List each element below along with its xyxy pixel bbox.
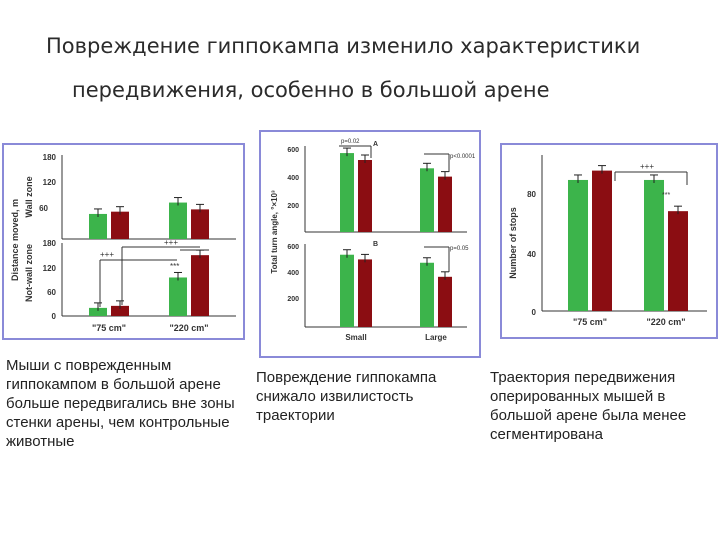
turn-angle-ylabel: Total turn angle, °×10³ xyxy=(270,190,279,274)
wall-bar-green-0 xyxy=(89,213,107,239)
panel-a-p-large: p<0.0001 xyxy=(450,154,476,160)
turn-angle-chart: Total turn angle, °×10³ 200 400 600 200 … xyxy=(270,139,476,342)
stops-category-220: "220 cm" xyxy=(646,317,685,327)
stops-bar-red-1 xyxy=(668,211,688,311)
stops-bar-green-1 xyxy=(644,179,664,311)
panel-a-tick-400: 400 xyxy=(287,175,299,182)
notwall-bar-green-0 xyxy=(89,307,107,316)
turn-category-large: Large xyxy=(425,333,447,342)
notwall-plus-annotation-top: +++ xyxy=(164,238,178,247)
notwall-tick-120: 120 xyxy=(43,264,57,273)
notwall-bar-red-1 xyxy=(191,255,209,316)
stops-tick-80: 80 xyxy=(527,190,536,199)
panel-a-p-small: p=0.02 xyxy=(341,139,360,145)
panel-a-bar-red-0 xyxy=(358,160,372,232)
stops-plus-annotation: +++ xyxy=(640,162,654,171)
wall-bar-red-0 xyxy=(111,211,129,239)
panel-b-label: B xyxy=(373,241,378,248)
slide-title-line2: передвижения, особенно в большой арене xyxy=(72,78,550,102)
panel-a-tick-200: 200 xyxy=(287,203,299,210)
notwall-star-annotation: *** xyxy=(170,262,179,271)
panel-a-label: A xyxy=(373,141,378,148)
stops-bar-green-0 xyxy=(568,179,588,311)
stops-chart-frame: Number of stops 0 40 80 +++ *** "75 cm" … xyxy=(500,143,718,339)
caption-left: Мыши с поврежденным гиппокампом в большо… xyxy=(6,357,235,450)
panel-a-bar-green-1 xyxy=(420,168,434,232)
wall-zone-label: Wall zone xyxy=(24,176,34,217)
stops-ylabel: Number of stops xyxy=(508,207,518,279)
panel-a-bar-green-0 xyxy=(340,153,354,232)
wall-tick-120: 120 xyxy=(43,178,57,187)
distance-category-220: "220 cm" xyxy=(169,323,208,333)
notwall-bar-red-0 xyxy=(111,305,129,316)
notwall-tick-60: 60 xyxy=(47,288,56,297)
not-wall-zone-label: Not-wall zone xyxy=(24,244,34,302)
distance-chart: Distance moved, m Wall zone Not-wall zon… xyxy=(10,153,236,333)
panel-a-bar-red-1 xyxy=(438,176,452,232)
panel-b-tick-400: 400 xyxy=(287,270,299,277)
notwall-tick-180: 180 xyxy=(43,239,57,248)
notwall-bar-green-1 xyxy=(169,277,187,316)
panel-b-bar-green-1 xyxy=(420,262,434,327)
stops-star-annotation: *** xyxy=(662,192,670,199)
wall-tick-180: 180 xyxy=(43,153,57,162)
stops-chart: Number of stops 0 40 80 +++ *** "75 cm" … xyxy=(508,155,707,327)
turn-angle-chart-frame: Total turn angle, °×10³ 200 400 600 200 … xyxy=(259,130,481,358)
notwall-plus-annotation: +++ xyxy=(100,250,114,259)
panel-b-bar-red-1 xyxy=(438,276,452,327)
turn-category-small: Small xyxy=(345,333,366,342)
panel-b-bar-green-0 xyxy=(340,254,354,327)
stops-tick-40: 40 xyxy=(527,250,536,259)
distance-chart-frame: Distance moved, m Wall zone Not-wall zon… xyxy=(2,143,245,340)
panel-b-p: p=0.05 xyxy=(450,246,469,252)
wall-bar-green-1 xyxy=(169,202,187,239)
slide-title-line1: Повреждение гиппокампа изменило характер… xyxy=(46,34,641,58)
stops-tick-0: 0 xyxy=(532,308,537,317)
panel-b-tick-600: 600 xyxy=(287,244,299,251)
panel-b-bar-red-0 xyxy=(358,259,372,327)
notwall-tick-0: 0 xyxy=(52,312,57,321)
wall-tick-60: 60 xyxy=(39,204,48,213)
caption-right: Траектория передвижения оперированных мы… xyxy=(490,369,687,443)
distance-ylabel: Distance moved, m xyxy=(10,199,20,281)
stops-category-75: "75 cm" xyxy=(573,317,607,327)
caption-middle: Повреждение гиппокампа снижало извилисто… xyxy=(256,369,437,424)
panel-b-tick-200: 200 xyxy=(287,296,299,303)
wall-bar-red-1 xyxy=(191,209,209,239)
stops-bar-red-0 xyxy=(592,170,612,311)
panel-a-tick-600: 600 xyxy=(287,147,299,154)
distance-category-75: "75 cm" xyxy=(92,323,126,333)
